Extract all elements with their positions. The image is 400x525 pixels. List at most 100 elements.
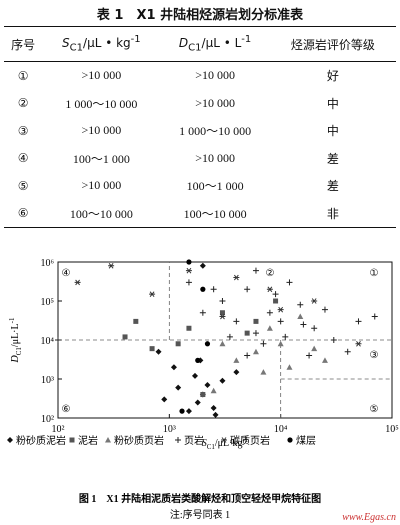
point	[266, 325, 273, 331]
cell: 100～10 000	[69, 206, 133, 221]
label-part: S	[202, 438, 207, 449]
point	[186, 325, 192, 331]
point	[266, 309, 273, 316]
point	[282, 333, 289, 340]
header: DC1/μL • L-1	[178, 34, 252, 54]
y-tick-label: 10⁴	[41, 336, 55, 347]
region-label: ⑤	[370, 404, 379, 415]
legend-label: 页岩	[184, 434, 204, 447]
point	[277, 340, 284, 347]
point	[185, 408, 192, 415]
point	[244, 352, 251, 359]
point	[175, 437, 181, 443]
point	[210, 405, 217, 412]
point	[161, 396, 168, 403]
row: ④ 100～1 000 >10 000 差	[4, 145, 396, 173]
point	[306, 352, 313, 359]
point	[233, 369, 240, 376]
point	[233, 318, 240, 325]
point	[266, 286, 273, 293]
point	[175, 384, 182, 391]
point	[210, 286, 217, 293]
cell: 好	[326, 69, 339, 84]
label-part: C1	[15, 347, 23, 356]
point	[175, 341, 181, 347]
label-part: -1	[242, 436, 248, 444]
point	[311, 345, 318, 352]
cell: >10 000	[195, 150, 235, 165]
point	[194, 399, 201, 406]
label-part: /μL·L	[10, 323, 21, 347]
header: SC1/μL • kg-1	[62, 34, 141, 54]
point	[355, 340, 362, 347]
cell: 中	[326, 96, 339, 111]
axis-label: SC1/μL·kg-1	[202, 436, 249, 451]
point	[200, 286, 206, 292]
cell: 1 000～10 000	[65, 96, 138, 111]
table: 序号 SC1/μL • kg-1 DC1/μL • L-1 烃源岩评价等级 ① >…	[4, 26, 396, 228]
point	[371, 313, 378, 320]
point	[311, 325, 318, 332]
point	[272, 291, 279, 298]
point	[297, 301, 304, 308]
point	[69, 437, 75, 443]
point	[219, 340, 226, 347]
point	[260, 340, 267, 347]
point	[185, 279, 192, 286]
point	[252, 330, 259, 337]
point	[204, 341, 211, 347]
point	[133, 318, 139, 324]
x-tick-label: 10⁵	[385, 424, 399, 435]
point	[252, 348, 259, 355]
region-label: ②	[266, 268, 275, 279]
point	[287, 437, 293, 443]
y-tick-label: 10⁶	[41, 258, 55, 269]
point	[55, 337, 61, 343]
point	[221, 437, 227, 443]
point	[200, 392, 206, 398]
point	[7, 437, 13, 443]
point	[244, 286, 251, 293]
legend-label: 碳质页岩	[230, 434, 270, 447]
point	[170, 364, 177, 371]
point	[355, 318, 362, 325]
point	[105, 437, 111, 443]
row: ③ >10 000 1 000～10 000 中	[4, 117, 396, 145]
cell: ①	[17, 68, 29, 83]
label-part: C1	[207, 443, 216, 451]
point	[74, 279, 81, 286]
row: ⑥ 100～10 000 100～10 000 非	[4, 200, 396, 228]
cell: 差	[326, 151, 339, 166]
cell: 中	[326, 124, 339, 139]
cell: 非	[326, 206, 339, 221]
point	[226, 333, 233, 340]
legend-label: 泥岩	[78, 434, 98, 447]
axis-label: DC1/μL·L-1	[8, 317, 23, 363]
cell: 100～1 000	[72, 151, 130, 166]
point	[186, 259, 192, 265]
point	[210, 387, 217, 394]
label-part: -1	[8, 317, 16, 323]
x-tick-label: 10²	[52, 424, 65, 435]
point	[219, 310, 225, 316]
point	[344, 348, 351, 355]
cell: 1 000～10 000	[179, 124, 252, 139]
region-label: ⑥	[62, 404, 71, 415]
point	[321, 357, 328, 363]
point	[252, 267, 259, 274]
figure-caption: 图 1 X1 井陆相泥质岩类酸解烃和顶空轻烃甲烷特征图	[79, 492, 321, 505]
cell: ⑥	[17, 206, 29, 221]
header: 序号	[11, 37, 36, 52]
y-tick-label: 10⁵	[41, 297, 55, 308]
region-label: ③	[370, 350, 379, 361]
y-tick-label: 10³	[41, 375, 54, 386]
watermark: www.Egas.cn	[342, 512, 396, 523]
point	[321, 306, 328, 313]
x-tick-label: 10³	[163, 424, 176, 435]
point	[219, 377, 226, 384]
point	[233, 274, 240, 281]
cell: >10 000	[195, 68, 235, 83]
cell: 100～10 000	[183, 206, 247, 221]
